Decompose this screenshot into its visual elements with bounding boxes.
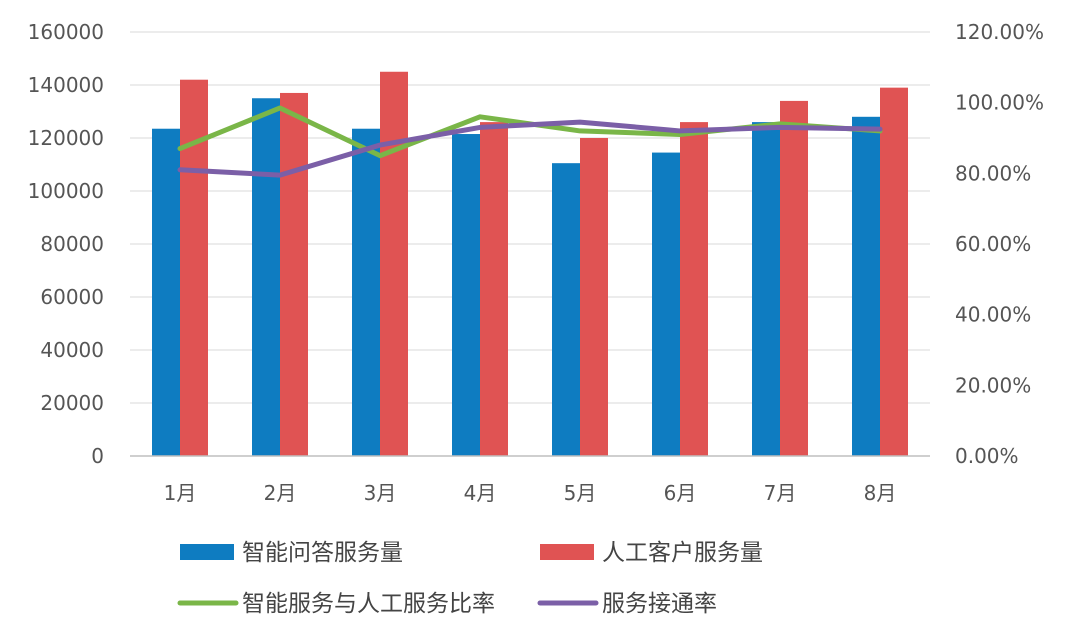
series-line (177, 119, 883, 178)
legend-swatch-bar (540, 544, 594, 560)
bar (180, 79, 208, 456)
bar (552, 163, 580, 457)
bar (280, 92, 308, 456)
x-tick-label: 4月 (464, 481, 497, 505)
x-tick-label: 2月 (264, 481, 297, 505)
y-left-tick-label: 60000 (40, 285, 104, 309)
x-tick-label: 3月 (364, 481, 397, 505)
y-left-tick-label: 0 (91, 444, 104, 468)
y-right-tick-label: 60.00% (955, 232, 1031, 256)
y-right-tick-label: 40.00% (955, 303, 1031, 327)
y-right-tick-label: 0.00% (955, 444, 1019, 468)
y-axis-left-ticks: 0 20000 40000 60000 80000 100000 120000 140000 1… (28, 20, 104, 468)
x-tick-label: 1月 (164, 481, 197, 505)
legend-label: 智能问答服务量 (242, 540, 403, 566)
y-left-tick-label: 40000 (40, 338, 104, 362)
bar (480, 122, 508, 456)
bar (752, 122, 780, 456)
x-tick-label: 8月 (864, 481, 897, 505)
bar (152, 128, 180, 456)
y-right-tick-label: 80.00% (955, 161, 1031, 185)
gridlines (130, 31, 930, 404)
y-right-tick-label: 120.00% (955, 20, 1044, 44)
x-axis-ticks: 1月 2月 3月 4月 5月 6月 7月 8月 (164, 481, 897, 505)
y-right-tick-label: 100.00% (955, 91, 1044, 115)
bar (652, 152, 680, 456)
y-left-tick-label: 160000 (28, 20, 104, 44)
legend-label: 服务接通率 (602, 591, 717, 617)
bar (452, 134, 480, 456)
bar (780, 100, 808, 457)
bar (580, 138, 608, 456)
y-left-tick-label: 140000 (28, 73, 104, 97)
bar (352, 128, 380, 456)
y-left-tick-label: 100000 (28, 179, 104, 203)
y-axis-right-ticks: 0.00% 20.00% 40.00% 60.00% 80.00% 100.00% 120.… (955, 20, 1044, 468)
x-tick-label: 6月 (664, 481, 697, 505)
legend-label: 人工客户服务量 (602, 540, 763, 566)
y-right-tick-label: 20.00% (955, 373, 1031, 397)
y-left-tick-label: 20000 (40, 391, 104, 415)
y-left-tick-label: 120000 (28, 126, 104, 150)
legend-label: 智能服务与人工服务比率 (242, 591, 495, 617)
bar (880, 87, 908, 457)
y-left-tick-label: 80000 (40, 232, 104, 256)
bar (380, 71, 408, 456)
legend-swatch-bar (180, 544, 234, 560)
x-tick-label: 5月 (564, 481, 597, 505)
bar-series (152, 71, 908, 457)
bar (680, 122, 708, 456)
line-series (177, 105, 883, 178)
bar (252, 98, 280, 456)
bar (852, 116, 880, 457)
x-tick-label: 7月 (764, 481, 797, 505)
